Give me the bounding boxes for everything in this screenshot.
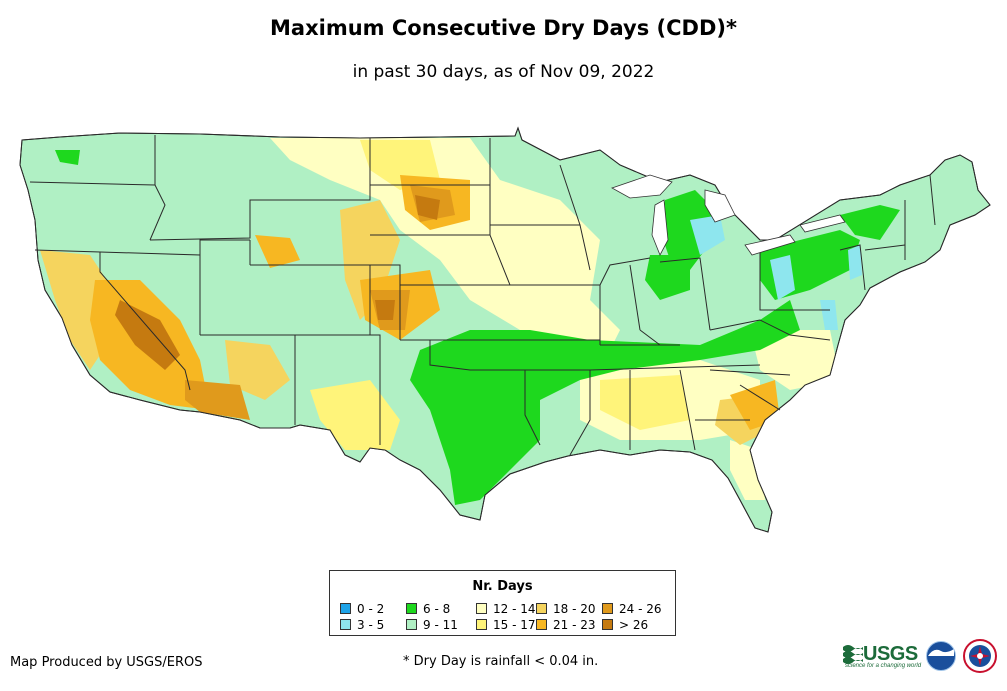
zone-z3-0 xyxy=(690,215,725,255)
legend-title: Nr. Days xyxy=(472,579,533,594)
legend-item: 18 - 20 xyxy=(536,603,596,615)
dry-day-footnote: * Dry Day is rainfall < 0.04 in. xyxy=(403,654,599,669)
legend-item: 15 - 17 xyxy=(476,619,536,631)
legend-item: 21 - 23 xyxy=(536,619,596,631)
map-legend: Nr. Days 0 - 2 3 - 5 6 - 8 9 - 11 12 - 14 15 … xyxy=(329,570,676,636)
legend-label: 9 - 11 xyxy=(423,618,458,632)
legend-swatch xyxy=(476,603,487,614)
zone-z12-0 xyxy=(270,138,620,370)
zone-z3-3 xyxy=(820,300,838,330)
map-subtitle: in past 30 days, as of Nov 09, 2022 xyxy=(352,62,655,82)
legend-swatch xyxy=(406,603,417,614)
legend-item: 24 - 26 xyxy=(602,603,662,615)
legend-item: 9 - 11 xyxy=(406,619,458,631)
legend-label: 6 - 8 xyxy=(423,602,451,616)
legend-swatch xyxy=(536,619,547,630)
legend-label: 21 - 23 xyxy=(553,618,596,632)
zone-z12-2 xyxy=(750,330,840,390)
legend-item: 3 - 5 xyxy=(340,619,384,631)
zone-z3-1 xyxy=(770,255,795,300)
usgs-logo-icon: USGS science for a changing world xyxy=(843,640,922,670)
zone-z6-3 xyxy=(840,205,900,240)
zone-z24-0 xyxy=(185,380,250,420)
map-title: Maximum Consecutive Dry Days (CDD)* xyxy=(270,16,737,40)
legend-label: > 26 xyxy=(619,618,649,632)
zone-z3-2 xyxy=(848,245,862,280)
usgs-logo-text: USGS xyxy=(863,643,918,665)
zone-z15-2 xyxy=(310,380,400,450)
legend-label: 0 - 2 xyxy=(357,602,385,616)
legend-label: 15 - 17 xyxy=(493,618,536,632)
zone-z15-1 xyxy=(600,375,690,430)
legend-swatch xyxy=(602,619,613,630)
legend-swatch xyxy=(406,619,417,630)
legend-item: 12 - 14 xyxy=(476,603,536,615)
noaa-logo-icon xyxy=(926,641,956,671)
legend-swatch xyxy=(340,619,351,630)
legend-item: > 26 xyxy=(602,619,648,631)
zone-z26-0 xyxy=(115,300,180,370)
zone-z26-1 xyxy=(415,195,440,220)
nws-logo-icon xyxy=(963,639,997,673)
legend-item: 0 - 2 xyxy=(340,603,384,615)
map-credit: Map Produced by USGS/EROS xyxy=(10,655,203,670)
legend-swatch xyxy=(536,603,547,614)
usgs-tagline: science for a changing world xyxy=(845,663,922,669)
legend-swatch xyxy=(476,619,487,630)
zone-z21-3 xyxy=(255,235,300,268)
zone-z6-0 xyxy=(410,300,800,505)
legend-label: 3 - 5 xyxy=(357,618,385,632)
zone-z6-4 xyxy=(645,255,690,300)
zone-z18-1 xyxy=(340,200,400,320)
dry-day-zones xyxy=(40,138,900,505)
legend-label: 12 - 14 xyxy=(493,602,536,616)
great-lakes xyxy=(611,174,846,256)
legend-item: 6 - 8 xyxy=(406,603,450,615)
zone-z18-3 xyxy=(225,340,290,400)
zone-z6-5 xyxy=(55,150,80,165)
legend-label: 18 - 20 xyxy=(553,602,596,616)
legend-swatch xyxy=(340,603,351,614)
zone-z26-2 xyxy=(375,300,395,320)
state-borders xyxy=(19,126,991,533)
legend-swatch xyxy=(602,603,613,614)
legend-label: 24 - 26 xyxy=(619,602,662,616)
